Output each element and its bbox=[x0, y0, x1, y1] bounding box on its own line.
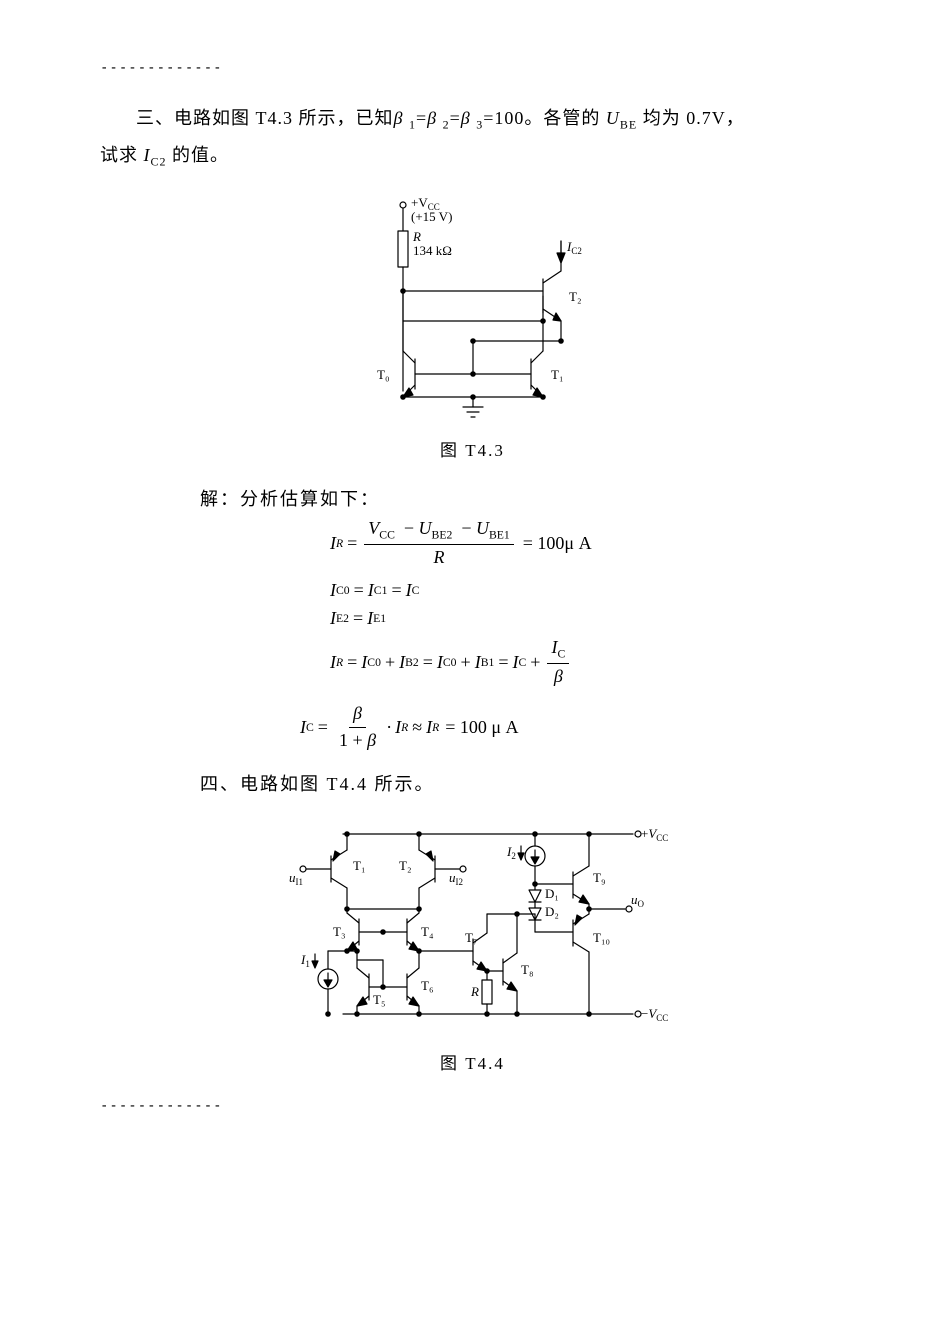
equation-4: IR = IC0 + IB2 = IC0 + IB1 = IC + IC β bbox=[330, 636, 845, 688]
eq4-t1-sub: C0 bbox=[367, 655, 381, 670]
eq1-rhs: = 100μ A bbox=[523, 532, 592, 555]
uI2-label: uI2 bbox=[449, 870, 463, 887]
eq5-approx-sub: R bbox=[432, 720, 439, 735]
equation-1: IR = VCC − UBE2 − UBE1 R = 100μ A bbox=[330, 517, 845, 569]
R-value: 134 kΩ bbox=[413, 243, 452, 258]
T2-label-44: T₂ bbox=[399, 858, 411, 873]
eq5-fraction: β 1 + β bbox=[335, 702, 380, 752]
T2-label: T₂ bbox=[569, 289, 581, 304]
solution-heading: 解：分析估算如下： bbox=[200, 485, 845, 511]
eq2-c-sub: C bbox=[412, 583, 420, 598]
Ic2-sub: C2 bbox=[151, 154, 167, 168]
beta-expr: β bbox=[394, 108, 404, 128]
eq4-fraction: IC β bbox=[547, 636, 569, 688]
beta3: β bbox=[461, 108, 471, 128]
eq4-t5-sub: C bbox=[518, 655, 526, 670]
eq4-fnum-sub: C bbox=[557, 648, 565, 661]
eq1-fraction: VCC − UBE2 − UBE1 R bbox=[364, 517, 513, 569]
uI1-label: uI1 bbox=[289, 870, 303, 887]
eq1-num-b: U bbox=[419, 518, 432, 538]
circuit-t4-4-svg: +VCC −VCC uI1 uI2 uO I1 I2 T₁ T₂ T₃ T₄ T… bbox=[273, 814, 673, 1034]
figure-t4-4: +VCC −VCC uI1 uI2 uO I1 I2 T₁ T₂ T₃ T₄ T… bbox=[100, 814, 845, 1039]
eq5-lhs-sub: C bbox=[306, 720, 314, 735]
equation-3: IE2 = IE1 bbox=[330, 607, 845, 630]
T8-label: T₈ bbox=[521, 962, 533, 977]
eq4-t2-sub: B2 bbox=[405, 655, 419, 670]
figure-t4-3-caption: 图 T4.3 bbox=[100, 436, 845, 461]
T3-label: T₃ bbox=[333, 924, 345, 939]
eq1-num-a-sub: CC bbox=[379, 529, 395, 542]
eq1-lhs-sub: R bbox=[336, 536, 343, 551]
beta-sub2: 2 bbox=[443, 118, 450, 132]
eq2-b-sub: C1 bbox=[374, 583, 388, 598]
problem-3-line2b: 的值。 bbox=[167, 145, 230, 165]
figure-t4-4-caption: 图 T4.4 bbox=[100, 1049, 845, 1074]
equation-2: IC0 = IC1 = IC bbox=[330, 579, 845, 602]
eq4-fden: β bbox=[550, 664, 567, 688]
T9-label: T₉ bbox=[593, 870, 605, 885]
vcc-plus-label: +VCC bbox=[641, 826, 668, 843]
Ube-sym: U bbox=[606, 108, 620, 128]
eq5-mid-sub: R bbox=[401, 720, 408, 735]
R-label-44: R bbox=[470, 984, 479, 999]
T5-label: T₅ bbox=[373, 992, 385, 1007]
Ube-sub: BE bbox=[620, 118, 637, 132]
D2-label: D₂ bbox=[545, 904, 559, 919]
problem-3-line1b: 。各管的 bbox=[524, 108, 606, 128]
eq3-a-sub: E2 bbox=[336, 611, 349, 626]
problem-3-line1c: 均为 0.7V， bbox=[637, 108, 745, 128]
I1-label: I1 bbox=[300, 952, 310, 969]
eq5-fden-b: β bbox=[367, 730, 376, 750]
Ic2-label: IC2 bbox=[566, 239, 582, 256]
beta-sub1: 1 bbox=[409, 118, 416, 132]
problem-3-prefix: 三、 bbox=[136, 108, 174, 128]
eq1-den: R bbox=[430, 545, 449, 569]
eq3-b-sub: E1 bbox=[373, 611, 386, 626]
R-label: R bbox=[412, 229, 421, 244]
eq4-t3-sub: C0 bbox=[443, 655, 457, 670]
uO-label: uO bbox=[631, 892, 645, 909]
bottom-separator: ------------- bbox=[100, 1098, 845, 1114]
T10-label: T₁₀ bbox=[593, 930, 610, 945]
problem-3-statement: 三、电路如图 T4.3 所示，已知β 1=β 2=β 3=100。各管的 UBE… bbox=[100, 100, 845, 173]
Ic2-sym: I bbox=[144, 145, 151, 165]
eq1-num-a: V bbox=[368, 518, 379, 538]
T4-label: T₄ bbox=[421, 924, 434, 939]
problem-4-statement: 四、电路如图 T4.4 所示。 bbox=[200, 770, 845, 796]
top-separator: ------------- bbox=[100, 60, 845, 76]
eq1-num-c: U bbox=[476, 518, 489, 538]
eq5-fnum: β bbox=[349, 702, 366, 727]
beta-sub3: 3 bbox=[476, 118, 483, 132]
eq1-num-c-sub: BE1 bbox=[489, 529, 510, 542]
problem-3-line1a: 电路如图 T4.3 所示，已知 bbox=[174, 108, 394, 128]
vcc-value: (+15 V) bbox=[411, 209, 452, 224]
T7-label: T₇ bbox=[465, 930, 477, 945]
equation-5: IC = β 1 + β · IR ≈ IR = 100 μ A bbox=[300, 702, 845, 752]
I2-label: I2 bbox=[506, 844, 516, 861]
circuit-t4-3-svg: +VCC (+15 V) R 134 kΩ IC2 T₂ T₁ T₀ bbox=[343, 191, 603, 421]
T1-label-44: T₁ bbox=[353, 858, 365, 873]
document-page: ------------- 三、电路如图 T4.3 所示，已知β 1=β 2=β… bbox=[0, 0, 945, 1337]
vcc-minus-label: −VCC bbox=[641, 1006, 668, 1023]
eq5-fden-a: 1 + bbox=[339, 730, 367, 750]
eq4-lhs-sub: R bbox=[336, 655, 343, 670]
eq1-num-b-sub: BE2 bbox=[432, 529, 453, 542]
eq4-t4-sub: B1 bbox=[481, 655, 495, 670]
D1-label: D₁ bbox=[545, 886, 559, 901]
problem-3-line2a: 试求 bbox=[100, 145, 144, 165]
T0-label: T₀ bbox=[377, 367, 389, 382]
T1-label: T₁ bbox=[551, 367, 563, 382]
eq2-a-sub: C0 bbox=[336, 583, 350, 598]
beta2: β bbox=[427, 108, 437, 128]
T6-label: T₆ bbox=[421, 978, 433, 993]
figure-t4-3: +VCC (+15 V) R 134 kΩ IC2 T₂ T₁ T₀ bbox=[100, 191, 845, 426]
eq5-rhs: = 100 μ A bbox=[445, 716, 518, 739]
solution-equations: IR = VCC − UBE2 − UBE1 R = 100μ A IC0 = … bbox=[330, 517, 845, 752]
